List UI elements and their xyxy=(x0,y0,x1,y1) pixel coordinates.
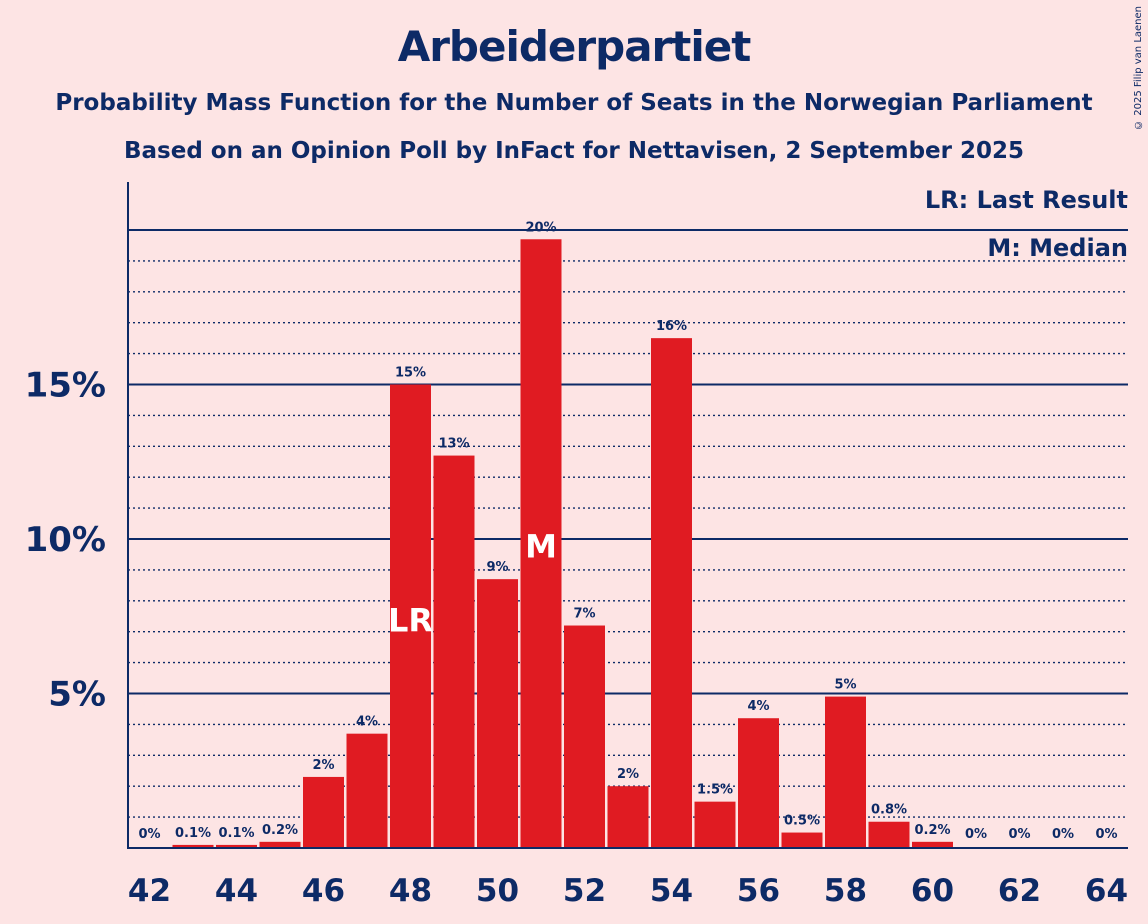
data-label-seat-60: 0.2% xyxy=(914,823,950,838)
chart-source-line: Based on an Opinion Poll by InFact for N… xyxy=(123,138,1024,164)
x-tick-label: 62 xyxy=(998,873,1041,909)
chart-subtitle: Probability Mass Function for the Number… xyxy=(55,90,1093,116)
x-tick-label: 46 xyxy=(302,873,345,909)
bar-seat-53 xyxy=(607,786,649,848)
data-label-seat-61: 0% xyxy=(965,827,987,842)
data-label-seat-49: 13% xyxy=(438,437,469,452)
x-tick-label: 48 xyxy=(389,873,432,909)
x-tick-label: 56 xyxy=(737,873,780,909)
bar-seat-58 xyxy=(825,696,866,848)
bar-seat-47 xyxy=(346,733,388,848)
data-label-seat-42: 0% xyxy=(138,827,160,842)
data-label-seat-48: 15% xyxy=(395,366,426,381)
bar-seat-50 xyxy=(477,579,518,848)
marker-m: M xyxy=(525,527,557,565)
x-tick-label: 58 xyxy=(824,873,867,909)
y-tick-label: 5% xyxy=(48,675,106,715)
gridlines xyxy=(128,229,1128,818)
data-label-seat-53: 2% xyxy=(617,767,639,782)
bar-seat-60 xyxy=(912,841,953,848)
chart-title: Arbeiderpartiet xyxy=(397,22,752,71)
data-label-seat-57: 0.5% xyxy=(784,814,820,829)
marker-lr: LR xyxy=(388,602,433,640)
data-label-seat-46: 2% xyxy=(312,758,334,773)
bar-seat-49 xyxy=(433,455,475,848)
x-tick-label: 54 xyxy=(650,873,693,909)
x-tick-label: 52 xyxy=(563,873,606,909)
bar-seat-54 xyxy=(651,338,692,848)
bar-seat-46 xyxy=(303,776,344,848)
data-label-seat-58: 5% xyxy=(834,678,856,693)
bar-seat-56 xyxy=(738,718,779,848)
data-label-seat-64: 0% xyxy=(1095,827,1117,842)
bar-seat-57 xyxy=(781,832,823,848)
x-tick-label: 50 xyxy=(476,873,519,909)
legend-last-result: LR: Last Result xyxy=(924,186,1128,214)
bar-seat-55 xyxy=(694,801,736,848)
y-tick-label: 15% xyxy=(25,366,106,406)
data-label-seat-62: 0% xyxy=(1008,827,1030,842)
bar-seat-44 xyxy=(216,844,257,848)
bar-seat-51 xyxy=(520,239,562,848)
data-label-seat-63: 0% xyxy=(1052,827,1074,842)
x-tick-label: 44 xyxy=(215,873,258,909)
data-label-seat-45: 0.2% xyxy=(262,823,298,838)
x-tick-label: 64 xyxy=(1085,873,1128,909)
bars: 0% 0.1% 0.1% 0.2% 2% 4% 15% 13% 9% 20% 7% 2% 16% 1.5%… xyxy=(138,220,1118,848)
data-label-seat-51: 20% xyxy=(525,220,556,235)
x-tick-label: 42 xyxy=(128,873,171,909)
copyright-note: © 2025 Filip van Laenen xyxy=(1133,6,1144,130)
bar-seat-52 xyxy=(564,625,605,848)
data-label-seat-55: 1.5% xyxy=(697,783,733,798)
bar-seat-59 xyxy=(868,821,910,848)
bar-seat-43 xyxy=(172,844,214,848)
axes: 5% 10% 15% 42 44 46 48 50 52 54 56 58 60 62 64 xyxy=(25,182,1128,909)
data-label-seat-50: 9% xyxy=(486,560,508,575)
bar-seat-45 xyxy=(259,841,301,848)
data-label-seat-44: 0.1% xyxy=(218,826,254,841)
y-tick-label: 10% xyxy=(25,520,106,560)
x-tick-label: 60 xyxy=(911,873,954,909)
data-label-seat-56: 4% xyxy=(747,699,769,714)
bar-seat-48 xyxy=(390,384,431,848)
data-label-seat-52: 7% xyxy=(573,607,595,622)
data-label-seat-54: 16% xyxy=(656,319,687,334)
data-label-seat-59: 0.8% xyxy=(871,803,907,818)
legend-median: M: Median xyxy=(987,234,1128,262)
data-label-seat-47: 4% xyxy=(356,715,378,730)
data-label-seat-43: 0.1% xyxy=(175,826,211,841)
